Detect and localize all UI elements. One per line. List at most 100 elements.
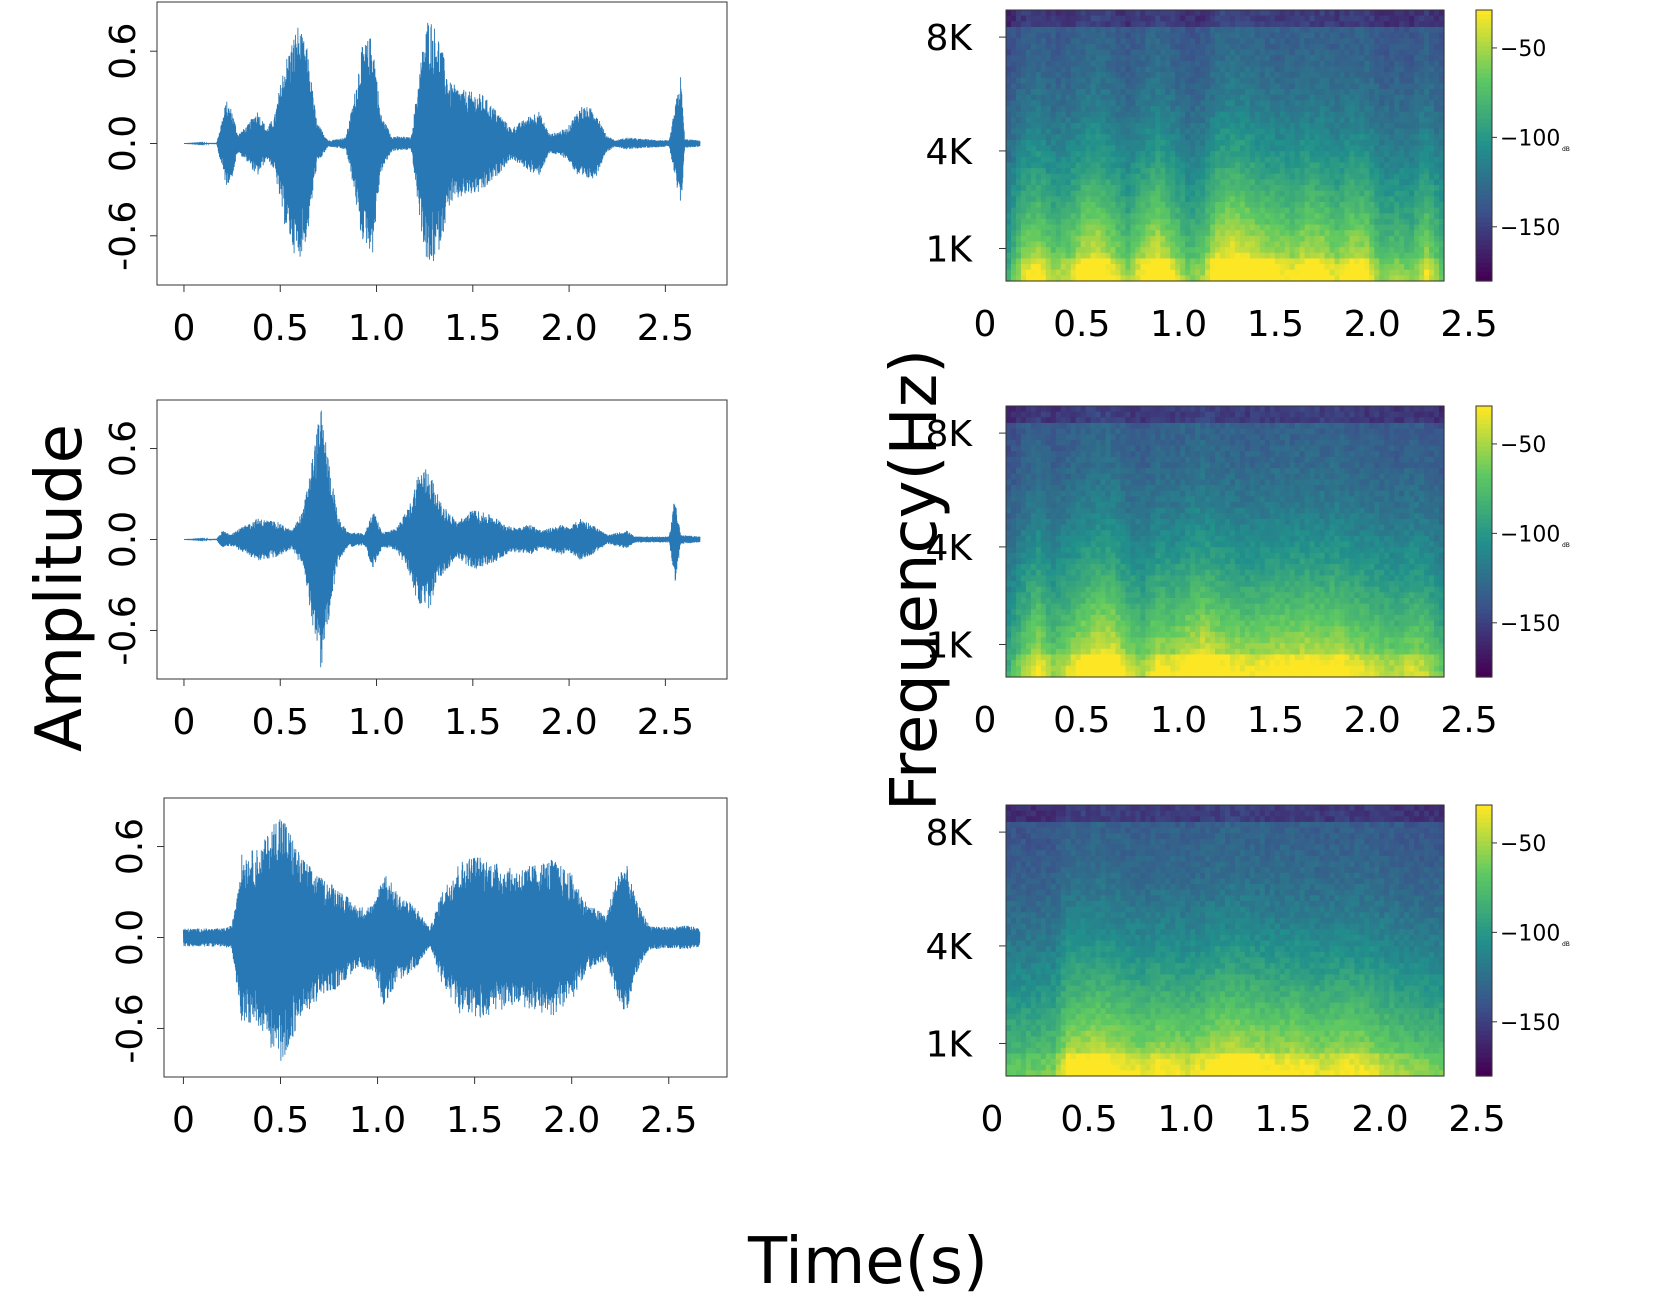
spectrogram-cell [1021,196,1027,202]
spectrogram-cell [1036,151,1042,157]
spectrogram-cell [1006,604,1012,610]
spectrogram-cell [1031,581,1037,587]
spectrogram-cell [1021,660,1027,666]
spectrogram-cell [1419,27,1425,33]
spectrogram-cell [1315,146,1321,152]
spectrogram-cell [1006,598,1012,604]
spectrogram-cell [1210,21,1216,27]
spectrogram-cell [1056,553,1062,559]
spectrogram-cell [1130,55,1136,61]
spectrogram-cell [1344,146,1350,152]
spectrogram-cell [1275,179,1281,185]
spectrogram-cell [1225,174,1231,180]
spectrogram-cell [1310,213,1316,219]
spectrogram-cell [1305,106,1311,112]
spectrogram-cell [1200,89,1206,95]
spectrogram-cell [1429,44,1435,50]
spectrogram-cell [1424,146,1430,152]
spectrogram-cell [1379,140,1385,146]
spectrogram-cell [1359,258,1365,264]
spectrogram-cell [1081,157,1087,163]
spectrogram-cell [1364,157,1370,163]
spectrogram-cell [1091,230,1097,236]
colorbar-segment [1476,159,1492,164]
spectrogram-cell [1359,72,1365,78]
spectrogram-cell [1031,587,1037,593]
spectrogram-cell [1135,247,1141,253]
spectrogram-cell [1026,66,1032,72]
spectrogram-cell [1111,83,1117,89]
spectrogram-cell [1300,100,1306,106]
spectrogram-cell [1036,72,1042,78]
spectrogram-cell [1384,117,1390,123]
spectrogram-cell [1240,83,1246,89]
spectrogram-cell [1235,89,1241,95]
spectrogram-cell [1230,270,1236,276]
spectrogram-cell [1021,89,1027,95]
spectrogram-cell [1335,185,1341,191]
spectrogram-cell [1339,225,1345,231]
spectrogram-cell [1011,219,1017,225]
spectrogram-cell [1046,406,1052,412]
spectrogram-cell [1071,225,1077,231]
spectrogram-cell [1051,598,1057,604]
spectrogram-cell [1021,412,1027,418]
spectrogram-cell [1145,95,1151,101]
spectrogram-cell [1026,185,1032,191]
spectrogram-cell [1419,78,1425,84]
spectrogram-cell [1230,106,1236,112]
spectrogram-cell [1305,168,1311,174]
spectrogram-cell [1315,157,1321,163]
spectrogram-cell [1270,95,1276,101]
spectrogram-cell [1419,264,1425,270]
spectrogram-cell [1066,536,1072,542]
spectrogram-cell [1106,146,1112,152]
spectrogram-cell [1325,33,1331,39]
spectrogram-cell [1185,66,1191,72]
spectrogram-cell [1006,643,1012,649]
spectrogram-cell [1310,202,1316,208]
spectrogram-cell [1260,21,1266,27]
spectrogram-cell [1379,247,1385,253]
spectrogram-cell [1235,140,1241,146]
spectrogram-cell [1285,44,1291,50]
spectrogram-cell [1026,666,1032,672]
spectrogram-cell [1374,95,1380,101]
spectrogram-cell [1135,151,1141,157]
spectrogram-cell [1056,604,1062,610]
spectrogram-cell [1275,219,1281,225]
spectrogram-cell [1384,253,1390,259]
spectrogram-cell [1235,225,1241,231]
spectrogram-cell [1116,72,1122,78]
spectrogram-cell [1335,202,1341,208]
spectrogram-cell [1150,191,1156,197]
spectrogram-cell [1315,50,1321,56]
spectrogram-cell [1349,219,1355,225]
spectrogram-cell [1165,146,1171,152]
spectrogram-cell [1051,649,1057,655]
spectrogram-cell [1066,496,1072,502]
spectrogram-cell [1036,581,1042,587]
spectrogram-cell [1230,27,1236,33]
spectrogram-cell [1081,253,1087,259]
spectrogram-cell [1150,174,1156,180]
spectrogram-cell [1349,157,1355,163]
spectrogram-cell [1036,264,1042,270]
spectrogram-cell [1140,83,1146,89]
spectrogram-cell [1409,123,1415,129]
spectrogram-cell [1086,247,1092,253]
spectrogram-cell [1344,219,1350,225]
spectrogram-cell [1111,33,1117,39]
spectrogram-cell [1245,129,1251,135]
spectrogram-cell [1165,134,1171,140]
spectrogram-cell [1130,123,1136,129]
spectrogram-cell [1046,95,1052,101]
spectrogram-cell [1021,525,1027,531]
spectrogram-cell [1026,83,1032,89]
spectrogram-cell [1429,157,1435,163]
spectrogram-cell [1170,270,1176,276]
spectrogram-cell [1419,247,1425,253]
spectrogram-cell [1135,106,1141,112]
spectrogram-cell [1106,191,1112,197]
spectrogram-cell [1364,117,1370,123]
